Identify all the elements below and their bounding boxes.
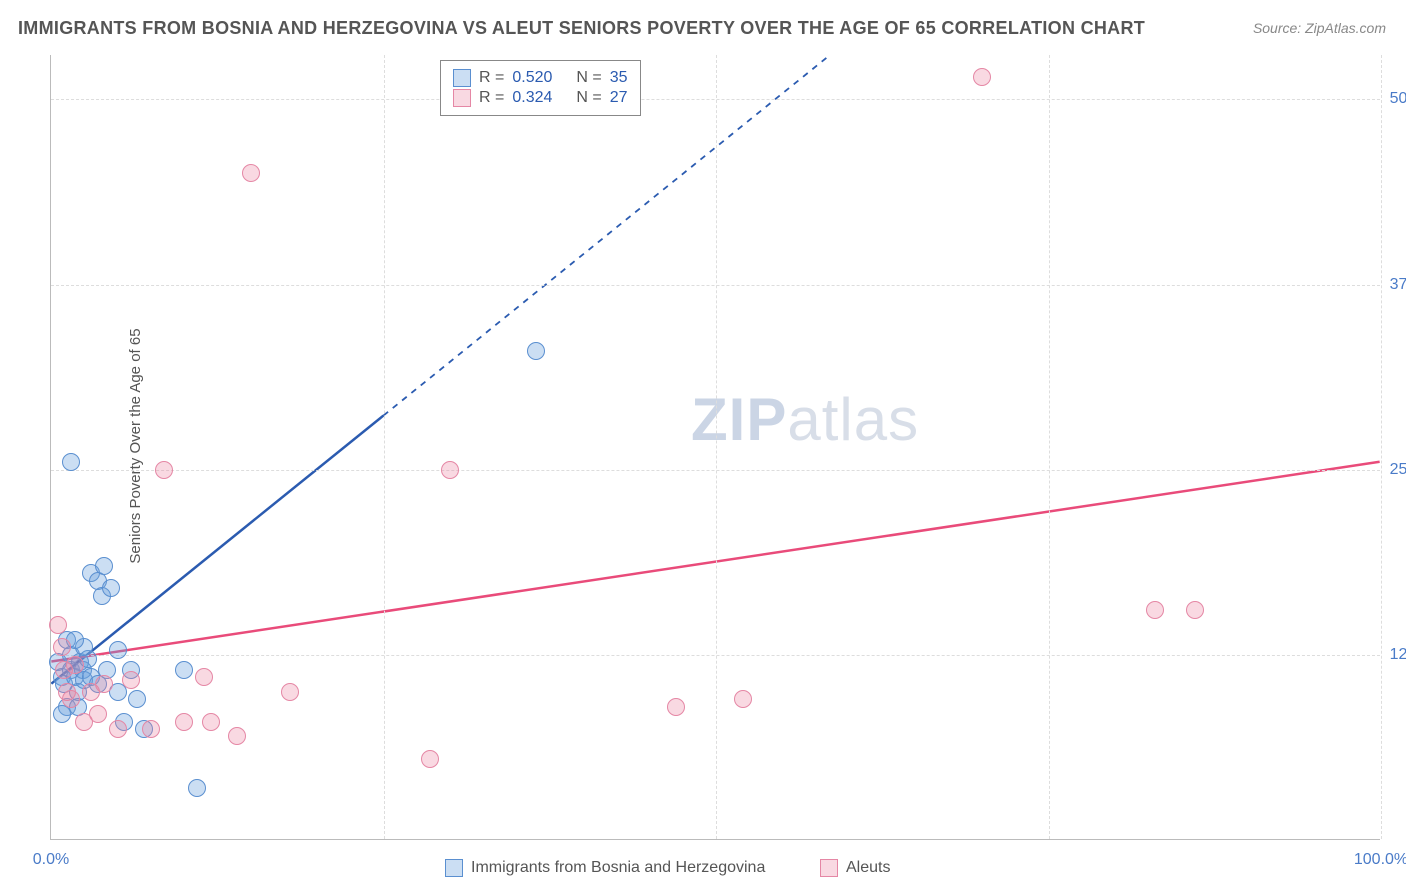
y-tick-label: 25.0% — [1390, 461, 1406, 479]
y-tick-label: 50.0% — [1390, 90, 1406, 108]
scatter-point — [109, 720, 127, 738]
scatter-point — [175, 713, 193, 731]
x-tick-label: 100.0% — [1354, 851, 1406, 869]
y-tick-label: 37.5% — [1390, 276, 1406, 294]
r-value: 0.324 — [512, 89, 552, 107]
vgridline — [716, 55, 717, 839]
chart-container: IMMIGRANTS FROM BOSNIA AND HERZEGOVINA V… — [0, 0, 1406, 892]
scatter-point — [202, 713, 220, 731]
scatter-point — [734, 690, 752, 708]
vgridline — [1381, 55, 1382, 839]
scatter-point — [122, 671, 140, 689]
legend-row: R = 0.520N = 35 — [453, 69, 628, 87]
scatter-point — [188, 779, 206, 797]
r-value: 0.520 — [512, 69, 552, 87]
legend-label: Immigrants from Bosnia and Herzegovina — [471, 859, 765, 877]
scatter-point — [95, 557, 113, 575]
scatter-point — [527, 342, 545, 360]
legend-row: R = 0.324N = 27 — [453, 89, 628, 107]
scatter-point — [175, 661, 193, 679]
plot-area: ZIPatlas 12.5%25.0%37.5%50.0%0.0%100.0% — [50, 55, 1380, 840]
scatter-point — [142, 720, 160, 738]
scatter-point — [109, 641, 127, 659]
scatter-point — [441, 461, 459, 479]
n-value: 27 — [610, 89, 628, 107]
watermark: ZIPatlas — [691, 385, 919, 454]
scatter-point — [49, 616, 67, 634]
legend-item: Immigrants from Bosnia and Herzegovina — [445, 859, 765, 877]
scatter-point — [66, 656, 84, 674]
legend-swatch — [453, 69, 471, 87]
scatter-point — [1146, 601, 1164, 619]
scatter-point — [973, 68, 991, 86]
scatter-point — [62, 453, 80, 471]
chart-title: IMMIGRANTS FROM BOSNIA AND HERZEGOVINA V… — [18, 18, 1145, 39]
correlation-legend: R = 0.520N = 35 R = 0.324N = 27 — [440, 60, 641, 116]
legend-swatch — [820, 859, 838, 877]
scatter-point — [62, 690, 80, 708]
vgridline — [384, 55, 385, 839]
y-tick-label: 12.5% — [1390, 646, 1406, 664]
scatter-point — [53, 638, 71, 656]
scatter-point — [102, 579, 120, 597]
scatter-point — [195, 668, 213, 686]
legend-item: Aleuts — [820, 859, 890, 877]
scatter-point — [155, 461, 173, 479]
n-value: 35 — [610, 69, 628, 87]
x-tick-label: 0.0% — [33, 851, 69, 869]
scatter-point — [421, 750, 439, 768]
chart-source: Source: ZipAtlas.com — [1253, 20, 1386, 36]
scatter-point — [242, 164, 260, 182]
scatter-point — [95, 675, 113, 693]
scatter-point — [128, 690, 146, 708]
scatter-point — [281, 683, 299, 701]
legend-swatch — [453, 89, 471, 107]
legend-label: Aleuts — [846, 859, 890, 877]
scatter-point — [228, 727, 246, 745]
scatter-point — [1186, 601, 1204, 619]
scatter-point — [667, 698, 685, 716]
legend-swatch — [445, 859, 463, 877]
scatter-point — [89, 705, 107, 723]
vgridline — [1049, 55, 1050, 839]
